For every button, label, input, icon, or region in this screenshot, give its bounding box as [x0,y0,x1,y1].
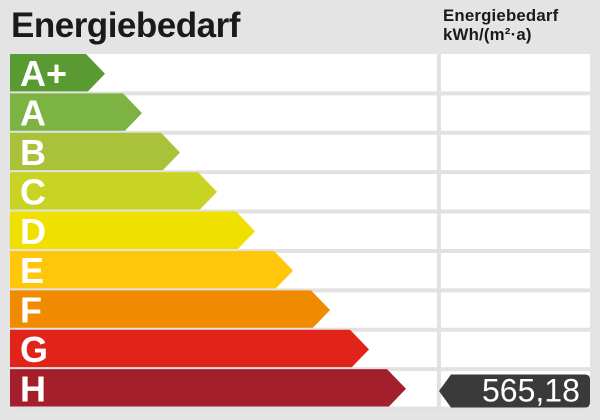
svg-text:F: F [20,290,42,331]
svg-text:G: G [20,329,48,370]
svg-text:565,18: 565,18 [482,373,580,409]
svg-text:A: A [20,93,46,134]
svg-text:A+: A+ [20,53,67,94]
svg-text:E: E [20,250,44,291]
svg-text:D: D [20,211,46,252]
svg-text:C: C [20,171,46,212]
svg-text:B: B [20,132,46,173]
svg-text:H: H [20,368,46,409]
